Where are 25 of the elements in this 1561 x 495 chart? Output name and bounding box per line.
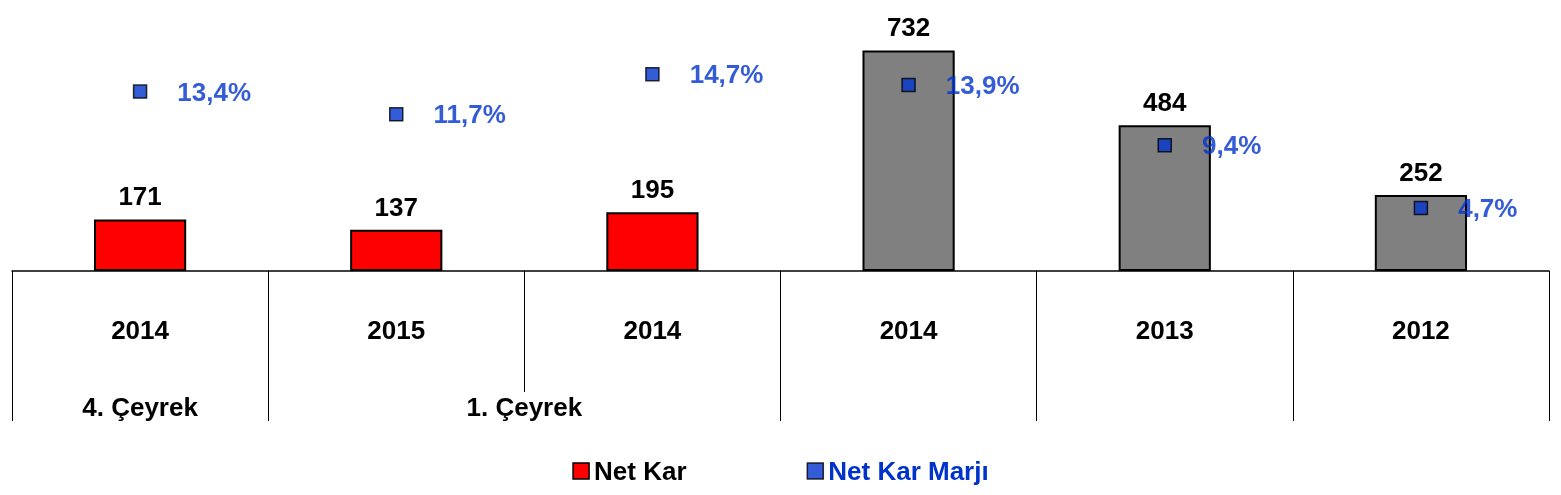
point xyxy=(389,107,404,122)
x-tick-label: 2014 xyxy=(879,315,939,345)
text: 4. Çeyrek xyxy=(82,392,199,422)
point xyxy=(645,66,660,82)
data-label: 732 xyxy=(886,12,931,43)
data-label: 11,7% xyxy=(433,99,506,130)
text: 1. Çeyrek xyxy=(466,392,583,422)
data-label: 484 xyxy=(1143,87,1187,118)
data-label: 171 xyxy=(118,181,162,212)
x-tick-label: 2014 xyxy=(111,315,170,345)
data-label: 14,7% xyxy=(689,59,764,90)
x-tick-label: 2013 xyxy=(1135,315,1194,345)
data-label: 252 xyxy=(1399,157,1443,188)
point xyxy=(901,77,916,93)
legend-label: Net Kar xyxy=(594,456,687,486)
point xyxy=(1157,137,1172,153)
data-label: 13,4% xyxy=(177,76,252,107)
legend-label: Net Kar Marjı xyxy=(828,456,989,486)
x-tick-label: 2015 xyxy=(367,315,426,345)
x-tick-label: 2012 xyxy=(1391,315,1450,345)
data-label: 137 xyxy=(374,191,418,222)
x-tick-label: 2014 xyxy=(623,315,682,345)
data-label: 195 xyxy=(630,174,675,205)
point xyxy=(1413,200,1429,216)
point xyxy=(132,84,148,99)
